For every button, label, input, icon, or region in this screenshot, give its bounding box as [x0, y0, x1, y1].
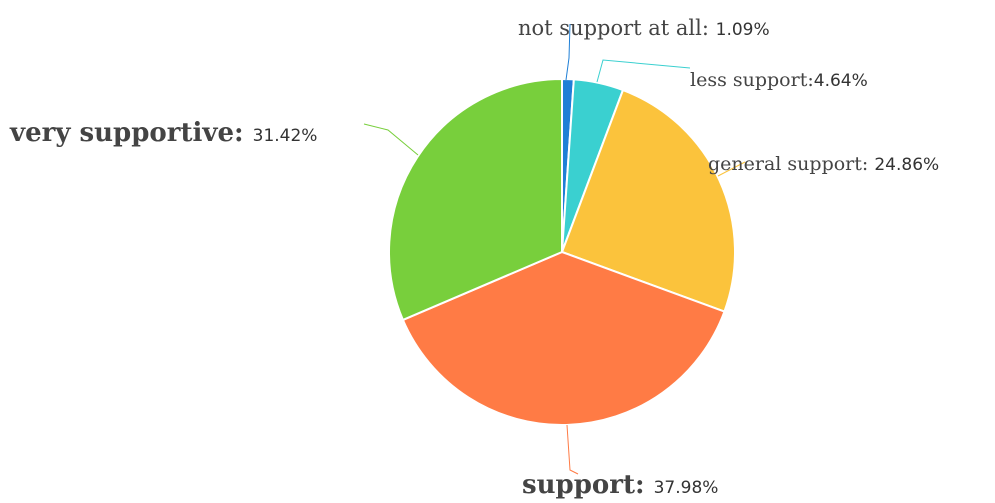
slice-label-less-support: less support:4.64% [690, 69, 868, 91]
leader-line-general-support [717, 161, 746, 177]
slice-name-label: not support at all [518, 16, 702, 40]
slice-name-label: support [522, 470, 635, 500]
slice-label-separator: : [635, 470, 654, 500]
slice-percent-label: 37.98% [654, 478, 719, 498]
slice-name-label: general support [708, 153, 862, 175]
slice-label-separator: : [234, 118, 253, 148]
slice-percent-label: 31.42% [253, 126, 318, 146]
slice-label-separator: : [862, 153, 874, 175]
slice-label-not-support-at-all: not support at all: 1.09% [518, 16, 770, 40]
pie-slice-support [401, 250, 726, 426]
leader-line-support [566, 424, 579, 475]
slice-name-label: very supportive [9, 118, 234, 148]
labels-layer: not support at all: 1.09%less support:4.… [9, 16, 939, 500]
slice-percent-label: 24.86% [874, 155, 939, 175]
pie-slice-very-supportive [388, 77, 563, 322]
slices-layer [388, 77, 736, 426]
slice-label-separator: : [807, 69, 813, 91]
slice-label-separator: : [702, 16, 716, 40]
slice-percent-label: 1.09% [716, 20, 770, 40]
slice-label-general-support: general support: 24.86% [708, 153, 939, 175]
pie-slice-general-support [560, 88, 736, 313]
leader-line-very-supportive [363, 123, 419, 156]
slice-percent-label: 4.64% [814, 71, 868, 91]
leader-line-not-support-at-all [565, 23, 571, 81]
slice-label-very-supportive: very supportive: 31.42% [9, 118, 317, 148]
slice-name-label: less support [690, 69, 808, 91]
leader-line-less-support [596, 59, 691, 83]
leaders-layer [363, 23, 746, 475]
slice-label-support: support: 37.98% [522, 470, 718, 500]
